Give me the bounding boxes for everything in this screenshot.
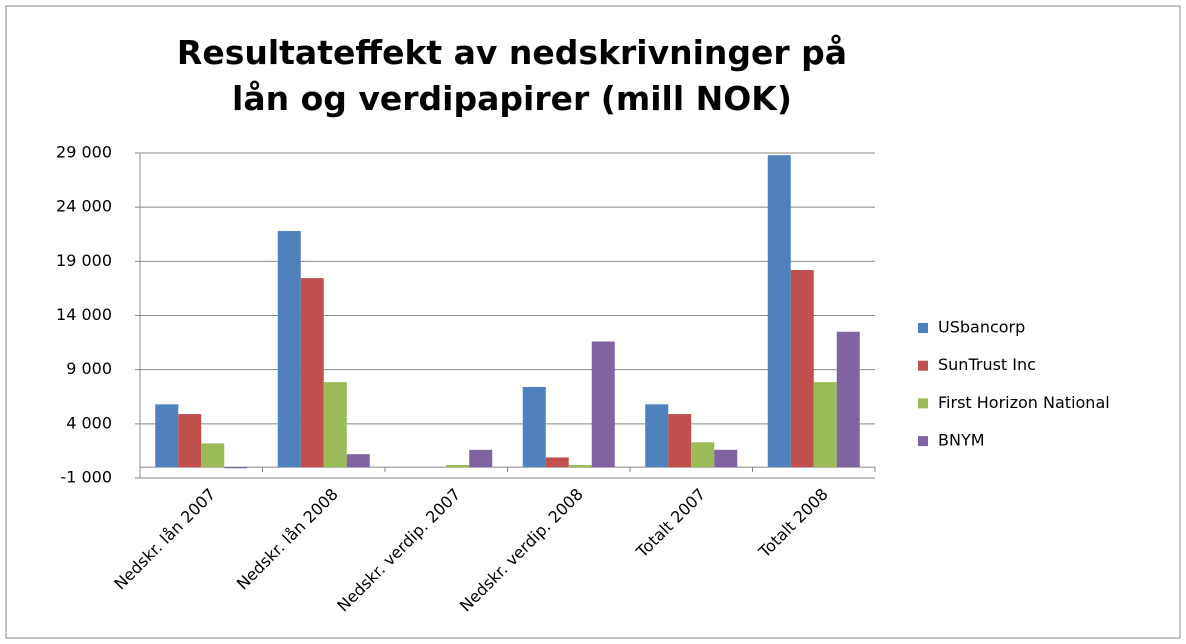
bar xyxy=(714,449,738,468)
legend-label: First Horizon National xyxy=(938,393,1110,412)
bar xyxy=(469,449,493,468)
bar xyxy=(836,331,860,468)
legend-swatch xyxy=(918,398,928,409)
y-tick-label: 14 000 xyxy=(56,305,112,324)
bar xyxy=(201,443,225,468)
legend-swatch xyxy=(918,360,928,371)
y-tick-label: 9 000 xyxy=(66,359,112,378)
bar xyxy=(668,414,692,468)
bar xyxy=(691,442,715,468)
bar xyxy=(323,382,347,468)
bar xyxy=(767,155,791,468)
bar xyxy=(568,465,592,468)
bar xyxy=(790,270,814,468)
bar xyxy=(155,404,179,468)
chart-title: Resultateffekt av nedskrivninger på lån … xyxy=(176,33,848,118)
legend-swatch xyxy=(918,436,928,447)
legend-label: USbancorp xyxy=(938,318,1025,337)
bar xyxy=(645,404,669,468)
y-tick-label: 4 000 xyxy=(66,413,112,432)
bar xyxy=(522,387,546,468)
y-tick-label: 29 000 xyxy=(56,143,112,162)
legend-swatch xyxy=(918,323,928,333)
bar xyxy=(224,467,248,469)
bar xyxy=(545,457,569,468)
bar xyxy=(346,454,370,468)
y-tick-label: 24 000 xyxy=(56,197,112,216)
bar xyxy=(591,341,615,468)
legend-label: SunTrust Inc xyxy=(938,355,1036,374)
chart-border xyxy=(5,5,1181,639)
y-tick-label: 19 000 xyxy=(56,251,112,270)
y-tick-label: -1 000 xyxy=(60,468,112,487)
bar xyxy=(446,465,470,468)
legend-label: BNYM xyxy=(938,431,985,450)
bar xyxy=(300,278,324,468)
bar xyxy=(277,231,301,468)
bar xyxy=(813,382,837,468)
bar xyxy=(178,414,202,468)
